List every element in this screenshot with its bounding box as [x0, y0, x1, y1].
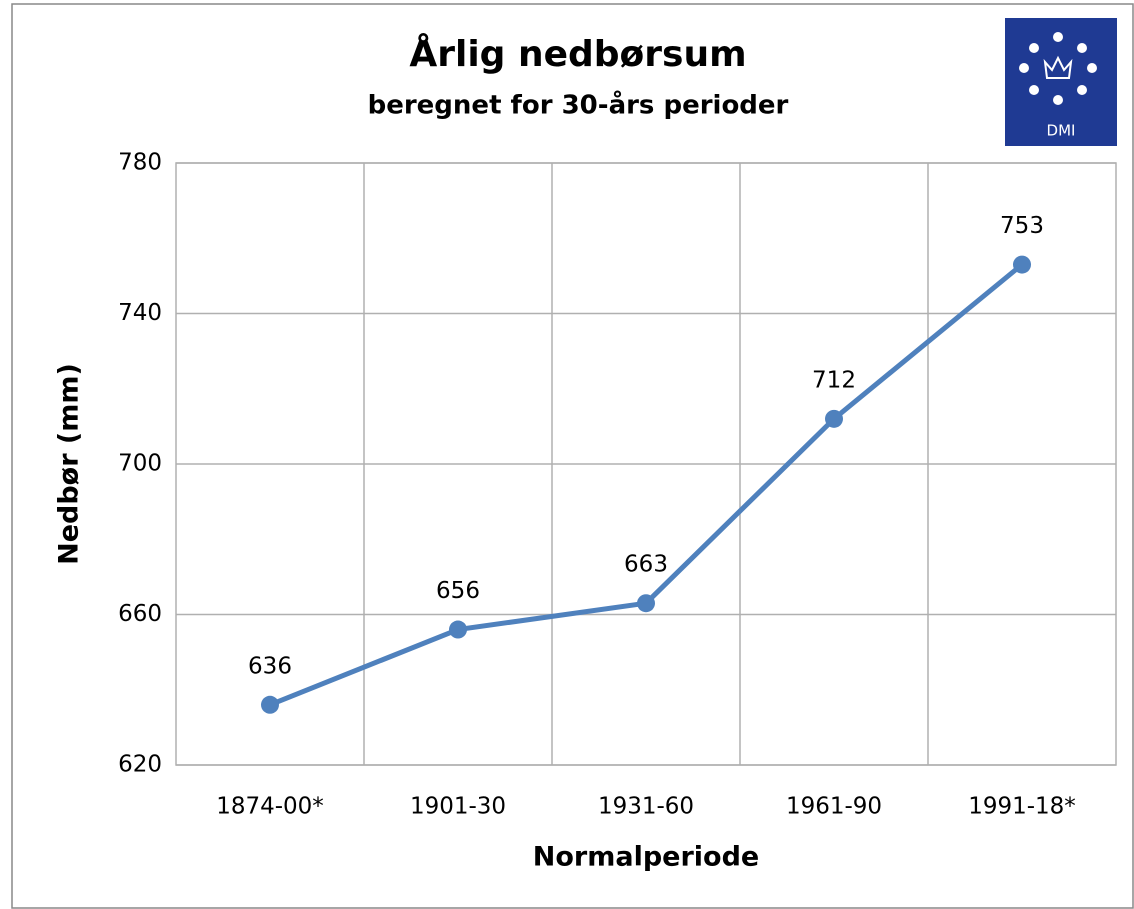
- data-label: 753: [1000, 213, 1044, 239]
- data-label: 636: [248, 653, 292, 679]
- point: [449, 620, 467, 639]
- logo: DMI: [1005, 18, 1117, 146]
- logo-dots: [1019, 32, 1097, 105]
- x-tick-label: 1931-60: [598, 794, 694, 820]
- data-label: 663: [624, 552, 668, 578]
- chart-title: Årlig nedbørsum: [409, 33, 746, 75]
- x-tick-label: 1991-18*: [968, 794, 1076, 820]
- data-label: 656: [436, 578, 480, 604]
- data-label: 712: [812, 367, 856, 393]
- y-tick-label: 740: [118, 300, 162, 326]
- y-tick-label: 700: [118, 451, 162, 477]
- y-tick-label: 660: [118, 601, 162, 627]
- x-tick-label: 1874-00*: [216, 794, 324, 820]
- y-tick-label: 780: [118, 150, 162, 176]
- point: [825, 409, 843, 428]
- logo-text: DMI: [1047, 122, 1076, 140]
- point: [261, 695, 279, 714]
- logo-crown: [1043, 55, 1073, 79]
- chart-frame: [11, 3, 1134, 909]
- x-axis-label: Normalperiode: [533, 842, 759, 873]
- x-tick-label: 1961-90: [786, 794, 882, 820]
- y-axis-label: Nedbør (mm): [54, 363, 85, 565]
- x-tick-label: 1901-30: [410, 794, 506, 820]
- plot-border: [175, 162, 1117, 766]
- point: [1013, 255, 1031, 274]
- chart-subtitle: beregnet for 30-års perioder: [368, 89, 789, 121]
- point: [637, 594, 655, 613]
- y-tick-label: 620: [118, 752, 162, 778]
